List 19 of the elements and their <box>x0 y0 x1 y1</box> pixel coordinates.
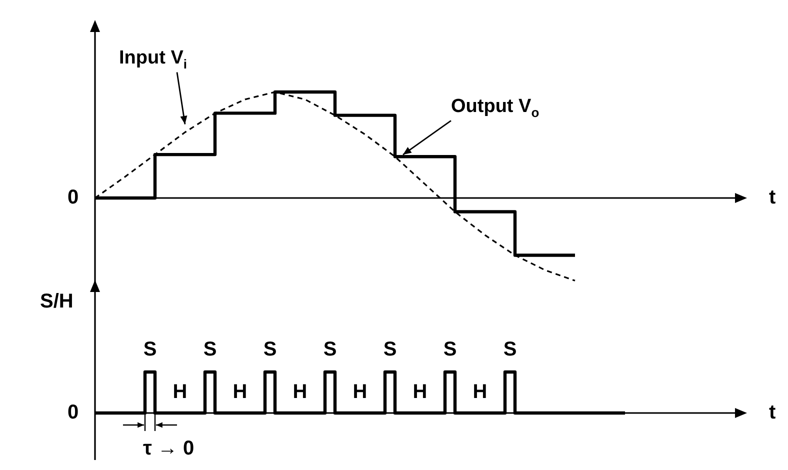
annotation: H <box>472 381 488 404</box>
x-axis-title: t <box>769 186 776 209</box>
annotation: H <box>352 381 368 404</box>
text: S <box>263 338 277 361</box>
annotation: H <box>412 381 428 404</box>
text: S <box>323 338 337 361</box>
y-axis-title: S/H <box>40 290 74 313</box>
annotation: H <box>172 381 188 404</box>
text: S <box>143 338 157 361</box>
x-axis-title: t <box>769 402 776 424</box>
text: S <box>503 338 517 361</box>
text: 0 <box>67 402 79 424</box>
text: 0 <box>67 186 79 209</box>
annotation: H <box>292 381 308 404</box>
annotation: H <box>232 381 248 404</box>
text: S <box>383 338 397 361</box>
text: S <box>203 338 217 361</box>
text: τ → 0 <box>143 438 194 460</box>
text: S <box>443 338 457 361</box>
